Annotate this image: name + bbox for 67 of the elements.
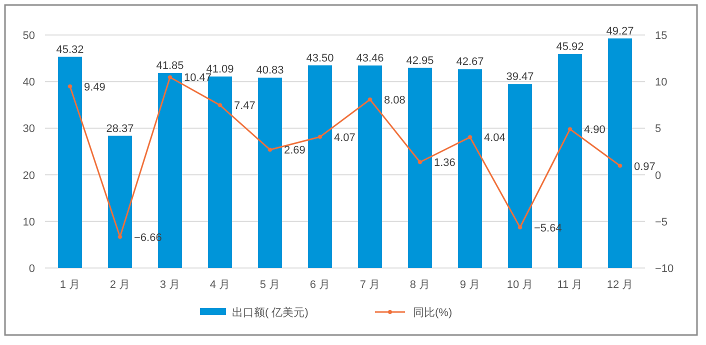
y2-tick-label: 15 xyxy=(655,30,668,42)
y2-tick-label: 10 xyxy=(655,76,668,89)
point xyxy=(218,103,222,108)
point xyxy=(168,75,172,80)
data-label: 49.27 xyxy=(606,25,634,38)
data-label: 41.85 xyxy=(156,60,184,72)
y2-tick-label: −5 xyxy=(655,216,668,228)
y-tick-label: 50 xyxy=(22,30,35,42)
point xyxy=(118,234,122,239)
y-tick-label: 10 xyxy=(22,216,35,228)
point xyxy=(318,134,322,139)
x-tick-label: 2 月 xyxy=(110,279,130,291)
point xyxy=(518,225,522,230)
x-tick-label: 8 月 xyxy=(410,279,430,291)
x-tick-label: 10 月 xyxy=(506,279,534,291)
legend-label: 出口额( 亿美元) xyxy=(232,306,308,319)
point xyxy=(468,135,472,140)
point xyxy=(418,160,422,164)
y2-tick-label: 0 xyxy=(655,170,662,182)
data-label: 4.90 xyxy=(584,124,606,136)
data-label: 42.95 xyxy=(406,54,434,67)
point xyxy=(68,84,72,88)
data-label: 45.32 xyxy=(56,44,84,56)
y-tick-label: 20 xyxy=(22,170,35,182)
data-label: 43.50 xyxy=(306,52,334,64)
y-tick-label: 40 xyxy=(22,76,35,89)
data-label: 43.46 xyxy=(356,52,384,64)
y2-tick-label: −10 xyxy=(655,263,674,275)
data-label: 9.49 xyxy=(84,81,106,94)
x-tick-label: 6 月 xyxy=(310,279,330,291)
y-tick-label: 0 xyxy=(28,263,35,275)
x-tick-label: 5 月 xyxy=(260,279,280,291)
x-tick-label: 12 月 xyxy=(606,279,634,291)
point xyxy=(368,97,372,102)
bar xyxy=(408,68,432,268)
bar xyxy=(458,69,482,268)
x-tick-label: 4 月 xyxy=(210,279,230,291)
bar xyxy=(108,136,132,268)
bar xyxy=(58,56,82,268)
data-label: 42.67 xyxy=(456,56,484,68)
bar xyxy=(608,38,632,268)
data-label: 2.69 xyxy=(284,144,306,157)
data-label: 39.47 xyxy=(506,71,534,84)
data-label: 8.08 xyxy=(384,94,406,106)
y-tick-label: 30 xyxy=(22,123,35,136)
bar xyxy=(258,78,282,268)
x-tick-label: 9 月 xyxy=(460,279,480,291)
data-label: 4.07 xyxy=(334,132,356,144)
data-label: 4.04 xyxy=(484,132,506,144)
data-label: 40.83 xyxy=(256,64,284,77)
data-label: 7.47 xyxy=(234,100,256,112)
point xyxy=(568,127,572,132)
bar xyxy=(358,65,382,268)
point xyxy=(618,164,622,168)
bar xyxy=(508,84,532,268)
data-label: 1.36 xyxy=(434,157,456,170)
data-label: 28.37 xyxy=(106,122,134,135)
x-tick-label: 11 月 xyxy=(557,279,583,291)
point xyxy=(268,148,272,152)
x-tick-label: 1 月 xyxy=(60,279,80,291)
data-label: 45.92 xyxy=(556,41,584,54)
bar xyxy=(308,65,332,268)
data-label: 0.97 xyxy=(634,160,656,173)
x-tick-label: 3 月 xyxy=(160,279,180,291)
legend-label: 同比(%) xyxy=(413,306,452,319)
y2-tick-label: 5 xyxy=(655,123,662,136)
x-tick-label: 7 月 xyxy=(360,279,380,291)
